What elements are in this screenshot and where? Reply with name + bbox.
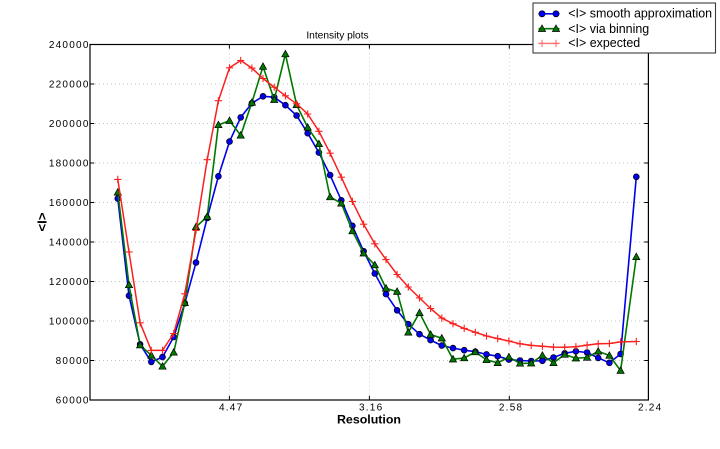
svg-text:Intensity plots: Intensity plots (306, 31, 368, 42)
svg-text:<I> smooth approximation: <I> smooth approximation (568, 7, 712, 21)
svg-text:<I> via binning: <I> via binning (568, 22, 649, 36)
svg-text:240000: 240000 (49, 40, 90, 51)
svg-text:200000: 200000 (49, 119, 90, 130)
svg-text:80000: 80000 (56, 356, 90, 367)
svg-text:<I>: <I> (34, 212, 49, 231)
svg-text:100000: 100000 (49, 316, 90, 327)
svg-text:60000: 60000 (56, 395, 90, 406)
svg-text:220000: 220000 (49, 79, 90, 90)
svg-text:Resolution: Resolution (337, 413, 401, 427)
svg-text:120000: 120000 (49, 277, 90, 288)
svg-text:4.47: 4.47 (219, 403, 243, 414)
svg-text:3.16: 3.16 (359, 403, 383, 414)
svg-text:2.58: 2.58 (499, 403, 523, 414)
svg-text:<I> expected: <I> expected (568, 36, 640, 50)
svg-text:140000: 140000 (49, 237, 90, 248)
svg-text:160000: 160000 (49, 198, 90, 209)
svg-text:2.24: 2.24 (638, 403, 662, 414)
svg-text:180000: 180000 (49, 158, 90, 169)
